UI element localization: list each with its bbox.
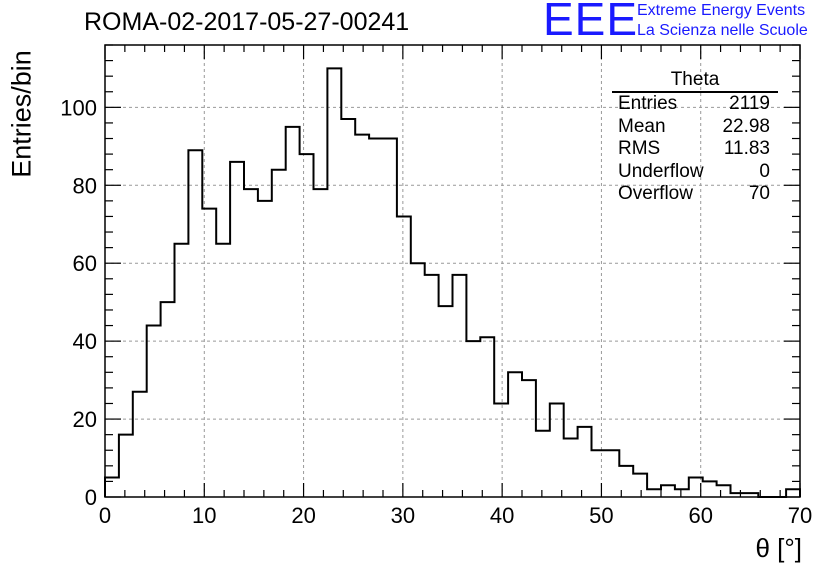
stats-row: Entries 2119 — [612, 93, 778, 116]
histogram-outline — [104, 67, 801, 498]
y-tick-label: 80 — [73, 173, 97, 198]
histogram-bin — [314, 189, 328, 497]
histogram-bin — [550, 403, 564, 497]
histogram-bin — [327, 68, 341, 497]
eee-logo: EEE — [543, 0, 639, 45]
logo-tagline-2: La Scienza nelle Scuole — [637, 22, 808, 39]
histogram-bin — [425, 275, 439, 497]
histogram-bin — [230, 162, 244, 497]
histogram-bin — [147, 326, 161, 497]
histogram-bin — [369, 139, 383, 497]
histogram-bin — [675, 489, 689, 497]
histogram-bin — [133, 392, 147, 497]
stats-row: RMS 11.83 — [612, 138, 778, 161]
y-tick-label: 0 — [85, 485, 97, 510]
histogram-bin — [105, 478, 119, 497]
histogram-bin — [383, 139, 397, 497]
x-tick-label: 30 — [391, 503, 415, 528]
histogram-bin — [161, 302, 175, 497]
x-tick-label: 0 — [99, 503, 111, 528]
histogram-bin — [466, 341, 480, 497]
histogram-bin — [453, 275, 467, 497]
histogram-bin — [188, 150, 202, 497]
x-tick-label: 20 — [291, 503, 315, 528]
x-tick-label: 60 — [688, 503, 712, 528]
x-tick-label: 70 — [788, 503, 812, 528]
histogram-bin — [244, 189, 258, 497]
histogram-bin — [439, 306, 453, 497]
y-tick-label: 20 — [73, 407, 97, 432]
histogram-bin — [564, 439, 578, 497]
histogram-bin — [272, 170, 286, 497]
histogram-bin — [647, 489, 661, 497]
x-tick-label: 10 — [192, 503, 216, 528]
stats-row: Mean 22.98 — [612, 116, 778, 139]
stats-value: 70 — [748, 183, 770, 204]
histogram-bin — [661, 485, 675, 497]
histogram-bin — [341, 119, 355, 497]
stats-title: Theta — [612, 70, 778, 93]
y-tick-label: 100 — [60, 95, 97, 120]
stats-row: Underflow 0 — [612, 161, 778, 184]
stats-value: 2119 — [729, 93, 770, 114]
histogram-bin — [633, 474, 647, 497]
stats-label: Mean — [618, 115, 666, 137]
chart-title: ROMA-02-2017-05-27-00241 — [84, 8, 410, 36]
histogram-bin — [508, 372, 522, 497]
histogram-bin — [480, 337, 494, 497]
histogram-bin — [786, 489, 800, 497]
histogram-bin — [411, 263, 425, 497]
y-tick-label: 40 — [73, 329, 97, 354]
histogram-bin — [522, 380, 536, 497]
stats-label: Underflow — [618, 160, 704, 182]
logo-tagline-1: Extreme Energy Events — [637, 2, 806, 19]
histogram-bin — [703, 481, 717, 497]
histogram-bin — [494, 403, 508, 497]
histogram-bin — [578, 427, 592, 497]
histogram-bin — [202, 209, 216, 497]
x-tick-label: 40 — [490, 503, 514, 528]
histogram-bin — [216, 244, 230, 497]
stats-value: 22.98 — [722, 115, 770, 137]
x-tick-label: 50 — [589, 503, 613, 528]
stats-row: Overflow 70 — [612, 183, 778, 206]
stats-value: 11.83 — [723, 138, 770, 159]
stats-value: 0 — [759, 160, 770, 182]
stats-label: Overflow — [618, 183, 693, 204]
histogram-bin — [605, 450, 619, 497]
histogram-bin — [355, 135, 369, 497]
histogram-bin — [175, 244, 189, 497]
histogram-bin — [717, 485, 731, 497]
plot-frame — [104, 44, 801, 498]
stats-label: Entries — [618, 93, 678, 114]
histogram-bin — [258, 201, 272, 497]
x-axis-label: θ [°] — [755, 533, 802, 563]
y-tick-label: 60 — [73, 251, 97, 276]
histogram-bin — [397, 216, 411, 497]
histogram-bin — [119, 435, 133, 497]
y-axis-label: Entries/bin — [6, 50, 37, 178]
histogram-bin — [300, 154, 314, 497]
histogram-bin — [286, 127, 300, 497]
stats-box: Theta Entries 2119 Mean 22.98 RMS 11.83 … — [612, 70, 778, 206]
stats-label: RMS — [618, 138, 661, 159]
histogram-bin — [536, 431, 550, 497]
histogram-bin — [592, 450, 606, 497]
